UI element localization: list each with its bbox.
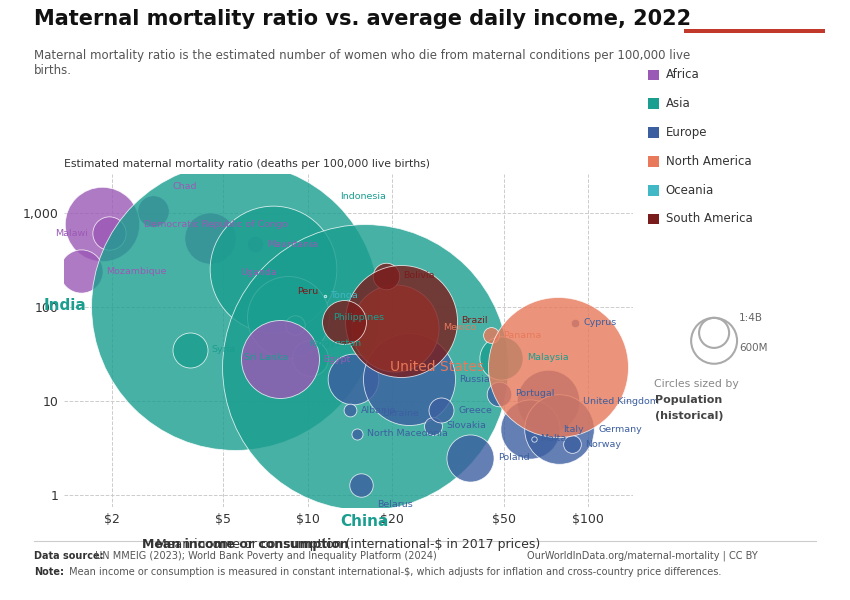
Text: Malawi: Malawi: [55, 229, 88, 238]
Text: Philippines: Philippines: [333, 313, 384, 322]
Point: [95, 220, 109, 229]
Point: [228, 301, 241, 311]
Point: [463, 453, 477, 463]
Text: Malta: Malta: [541, 434, 567, 443]
Text: UN MMEIG (2023); World Bank Poverty and Inequality Platform (2024): UN MMEIG (2023); World Bank Poverty and …: [92, 551, 437, 561]
Text: Greece: Greece: [458, 406, 492, 415]
Text: United States: United States: [389, 360, 484, 374]
Text: North Macedonia: North Macedonia: [366, 429, 448, 438]
Point: [346, 374, 360, 384]
Text: (historical): (historical): [654, 411, 723, 421]
Text: Belarus: Belarus: [377, 500, 412, 509]
Point: [343, 406, 357, 415]
Text: Note:: Note:: [34, 567, 64, 577]
Point: [146, 206, 160, 215]
Text: Uganda: Uganda: [241, 268, 277, 277]
Point: [426, 421, 439, 430]
Text: Mean income or consumption (international-$ in 2017 prices): Mean income or consumption (internationa…: [156, 538, 541, 551]
Text: Portugal: Portugal: [515, 389, 554, 398]
Point: [541, 397, 555, 406]
Text: Indonesia: Indonesia: [340, 193, 386, 202]
Text: in Data: in Data: [729, 14, 779, 28]
Point: [354, 480, 368, 490]
Text: Egypt: Egypt: [324, 355, 351, 364]
Point: [379, 271, 393, 281]
Text: Mean income or consumption (international-$ in 2017 prices): Mean income or consumption (internationa…: [0, 599, 1, 600]
Point: [288, 320, 302, 329]
Text: Peru: Peru: [297, 287, 318, 296]
Text: Russia: Russia: [459, 375, 490, 384]
Text: Oceania: Oceania: [666, 184, 714, 197]
Text: Maternal mortality ratio vs. average daily income, 2022: Maternal mortality ratio vs. average dai…: [34, 9, 691, 29]
Point: [337, 317, 351, 327]
Point: [492, 389, 506, 398]
Text: Kyrgyzstan: Kyrgyzstan: [309, 338, 360, 347]
Text: Asia: Asia: [666, 97, 690, 110]
Text: Maternal mortality ratio is the estimated number of women who die from maternal : Maternal mortality ratio is the estimate…: [34, 49, 690, 77]
Text: Circles sized by: Circles sized by: [654, 379, 740, 389]
Text: Ukraine: Ukraine: [382, 409, 419, 418]
Point: [523, 425, 536, 434]
Text: China: China: [341, 514, 389, 529]
Text: Africa: Africa: [666, 68, 700, 82]
Point: [551, 362, 564, 372]
Point: [394, 316, 408, 325]
Point: [495, 353, 508, 362]
Text: Mean income or consumption: Mean income or consumption: [142, 538, 348, 551]
Text: Poland: Poland: [498, 454, 530, 463]
Text: OurWorldInData.org/maternal-mortality | CC BY: OurWorldInData.org/maternal-mortality | …: [527, 551, 757, 562]
Point: [266, 264, 280, 274]
Point: [402, 374, 416, 384]
Text: Population: Population: [654, 395, 722, 405]
Point: [203, 233, 217, 242]
Text: Democratic Republic of Congo: Democratic Republic of Congo: [144, 220, 287, 229]
Text: Tonga: Tonga: [330, 291, 358, 300]
Point: [318, 291, 332, 301]
Text: 600M: 600M: [740, 343, 768, 353]
Bar: [684, 29, 824, 33]
Text: Mauritania: Mauritania: [268, 240, 318, 249]
Point: [281, 313, 295, 322]
Text: Norway: Norway: [586, 440, 621, 449]
Text: North America: North America: [666, 155, 751, 168]
Text: United Kingdom: United Kingdom: [583, 397, 660, 406]
Text: Malaysia: Malaysia: [527, 353, 569, 362]
Text: Mozambique: Mozambique: [106, 267, 167, 276]
Text: 1:4B: 1:4B: [740, 313, 763, 323]
Point: [74, 266, 88, 276]
Text: Syria: Syria: [212, 346, 235, 355]
Point: [484, 331, 497, 340]
Point: [303, 353, 317, 362]
Point: [358, 362, 371, 372]
Point: [565, 439, 579, 449]
Text: Sri Lanka: Sri Lanka: [244, 353, 288, 362]
Text: South America: South America: [666, 212, 752, 226]
Text: India: India: [44, 298, 87, 313]
Text: Bolivia: Bolivia: [403, 271, 434, 280]
Point: [569, 318, 582, 328]
Text: Data source:: Data source:: [34, 551, 104, 561]
Point: [388, 323, 402, 333]
Text: Slovakia: Slovakia: [446, 421, 486, 430]
Text: Mexico: Mexico: [443, 323, 476, 332]
Point: [248, 239, 262, 249]
Text: Chad: Chad: [173, 182, 197, 191]
Text: Mean income or consumption is measured in constant international-$, which adjust: Mean income or consumption is measured i…: [66, 567, 722, 577]
Text: Panama: Panama: [503, 331, 541, 340]
Point: [274, 355, 287, 364]
Text: Our World: Our World: [719, 1, 790, 14]
Point: [527, 434, 541, 443]
Point: [434, 406, 448, 415]
Point: [350, 429, 364, 439]
Text: Germany: Germany: [598, 425, 642, 434]
Text: Italy: Italy: [564, 425, 584, 434]
Text: Europe: Europe: [666, 126, 707, 139]
Point: [102, 229, 116, 238]
Point: [183, 345, 196, 355]
Text: Albania: Albania: [361, 406, 396, 415]
Point: [552, 425, 566, 434]
Text: Brazil: Brazil: [461, 316, 488, 325]
Text: Cyprus: Cyprus: [583, 319, 617, 328]
Text: Estimated maternal mortality ratio (deaths per 100,000 live births): Estimated maternal mortality ratio (deat…: [64, 159, 430, 169]
